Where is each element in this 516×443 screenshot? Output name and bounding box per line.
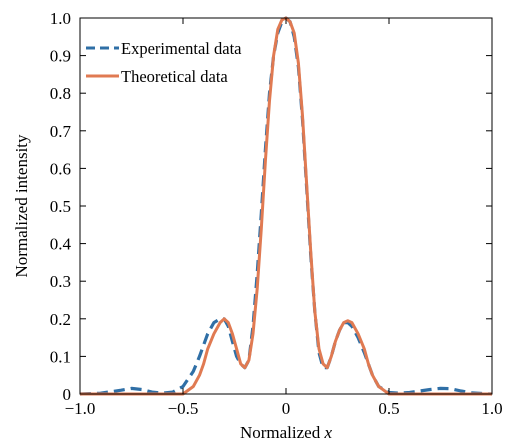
- legend: Experimental data Theoretical data: [86, 39, 242, 86]
- x-tick-label: −0.5: [168, 399, 199, 418]
- y-axis-title: Normalized intensity: [12, 134, 31, 278]
- y-tick-label: 0.9: [50, 47, 71, 66]
- y-tick-label: 0.3: [50, 272, 71, 291]
- y-tick-label: 0: [63, 385, 72, 404]
- y-tick-label: 0.8: [50, 84, 71, 103]
- x-tick-label: 0.5: [378, 399, 399, 418]
- y-axis-ticks: 0 0.1 0.2 0.3 0.4 0.5 0.6 0.7 0.8 0.9 1.0: [50, 9, 492, 404]
- x-axis-title: Normalized x: [240, 423, 333, 442]
- x-tick-label: 1.0: [481, 399, 502, 418]
- y-tick-label: 0.4: [50, 235, 72, 254]
- x-tick-label: 0: [282, 399, 291, 418]
- x-axis-title-variable: x: [323, 423, 332, 442]
- y-tick-label: 0.7: [50, 122, 72, 141]
- y-tick-label: 0.5: [50, 197, 71, 216]
- x-axis-title-text: Normalized: [240, 423, 325, 442]
- y-tick-label: 0.6: [50, 159, 71, 178]
- y-tick-label: 1.0: [50, 9, 71, 28]
- y-tick-label: 0.2: [50, 310, 71, 329]
- x-tick-label: −1.0: [65, 399, 96, 418]
- legend-label-experimental: Experimental data: [121, 39, 242, 58]
- x-axis-ticks: −1.0 −0.5 0 0.5 1.0: [65, 18, 503, 418]
- legend-label-theoretical: Theoretical data: [121, 67, 228, 86]
- y-tick-label: 0.1: [50, 347, 71, 366]
